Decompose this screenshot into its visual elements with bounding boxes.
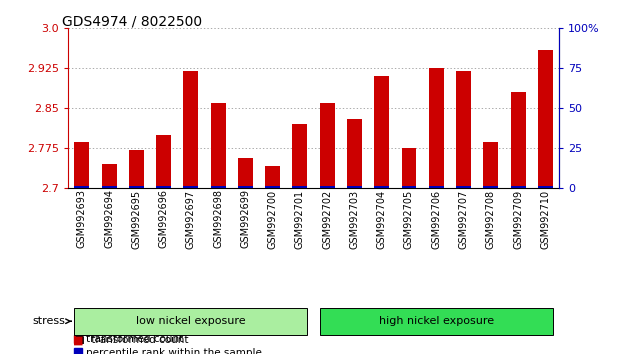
Bar	[292, 124, 307, 188]
Bar	[347, 186, 362, 188]
Bar	[374, 186, 389, 188]
Bar	[156, 186, 171, 188]
Bar	[183, 71, 199, 188]
Text: GDS4974 / 8022500: GDS4974 / 8022500	[62, 14, 202, 28]
Bar	[102, 186, 117, 188]
Text: GSM992708: GSM992708	[486, 189, 496, 249]
Bar	[156, 135, 171, 188]
Text: GSM992710: GSM992710	[540, 189, 550, 249]
Text: GSM992697: GSM992697	[186, 189, 196, 249]
Text: GSM992693: GSM992693	[77, 189, 87, 249]
Bar	[456, 186, 471, 188]
Text: high nickel exposure: high nickel exposure	[379, 316, 494, 326]
Text: GSM992702: GSM992702	[322, 189, 332, 249]
Text: GSM992699: GSM992699	[240, 189, 250, 249]
Text: GSM992698: GSM992698	[213, 189, 223, 249]
Bar	[129, 186, 144, 188]
Bar	[238, 186, 253, 188]
Bar	[374, 76, 389, 188]
Text: GSM992705: GSM992705	[404, 189, 414, 249]
Bar	[402, 186, 417, 188]
Bar	[538, 50, 553, 188]
Bar	[75, 186, 89, 188]
Bar	[292, 186, 307, 188]
Text: GSM992694: GSM992694	[104, 189, 114, 249]
Legend: transformed count, percentile rank within the sample: transformed count, percentile rank withi…	[73, 335, 262, 354]
Text: stress: stress	[32, 316, 65, 326]
Text: low nickel exposure: low nickel exposure	[136, 316, 246, 326]
Text: GSM992709: GSM992709	[513, 189, 523, 249]
Bar	[428, 68, 444, 188]
Text: ■  transformed count: ■ transformed count	[75, 335, 188, 345]
Text: GSM992706: GSM992706	[431, 189, 442, 249]
Bar	[211, 103, 225, 188]
Bar	[265, 186, 280, 188]
Bar	[320, 103, 335, 188]
Bar	[75, 143, 89, 188]
Bar	[183, 186, 199, 188]
Bar	[428, 186, 444, 188]
Bar	[347, 119, 362, 188]
Bar	[402, 148, 417, 188]
Bar	[538, 186, 553, 188]
Text: GSM992703: GSM992703	[350, 189, 360, 249]
Text: ■: ■	[73, 335, 84, 345]
Text: GSM992707: GSM992707	[458, 189, 468, 249]
Bar	[238, 159, 253, 188]
Bar	[102, 164, 117, 188]
Bar	[456, 71, 471, 188]
Text: GSM992704: GSM992704	[377, 189, 387, 249]
Text: GSM992701: GSM992701	[295, 189, 305, 249]
Bar	[483, 186, 498, 188]
Bar	[129, 150, 144, 188]
Text: GSM992696: GSM992696	[159, 189, 169, 249]
Bar	[211, 186, 225, 188]
Text: GSM992700: GSM992700	[268, 189, 278, 249]
Bar	[483, 143, 498, 188]
Bar	[510, 186, 525, 188]
Bar	[265, 166, 280, 188]
Bar	[510, 92, 525, 188]
Text: GSM992695: GSM992695	[132, 189, 142, 249]
Bar	[320, 186, 335, 188]
